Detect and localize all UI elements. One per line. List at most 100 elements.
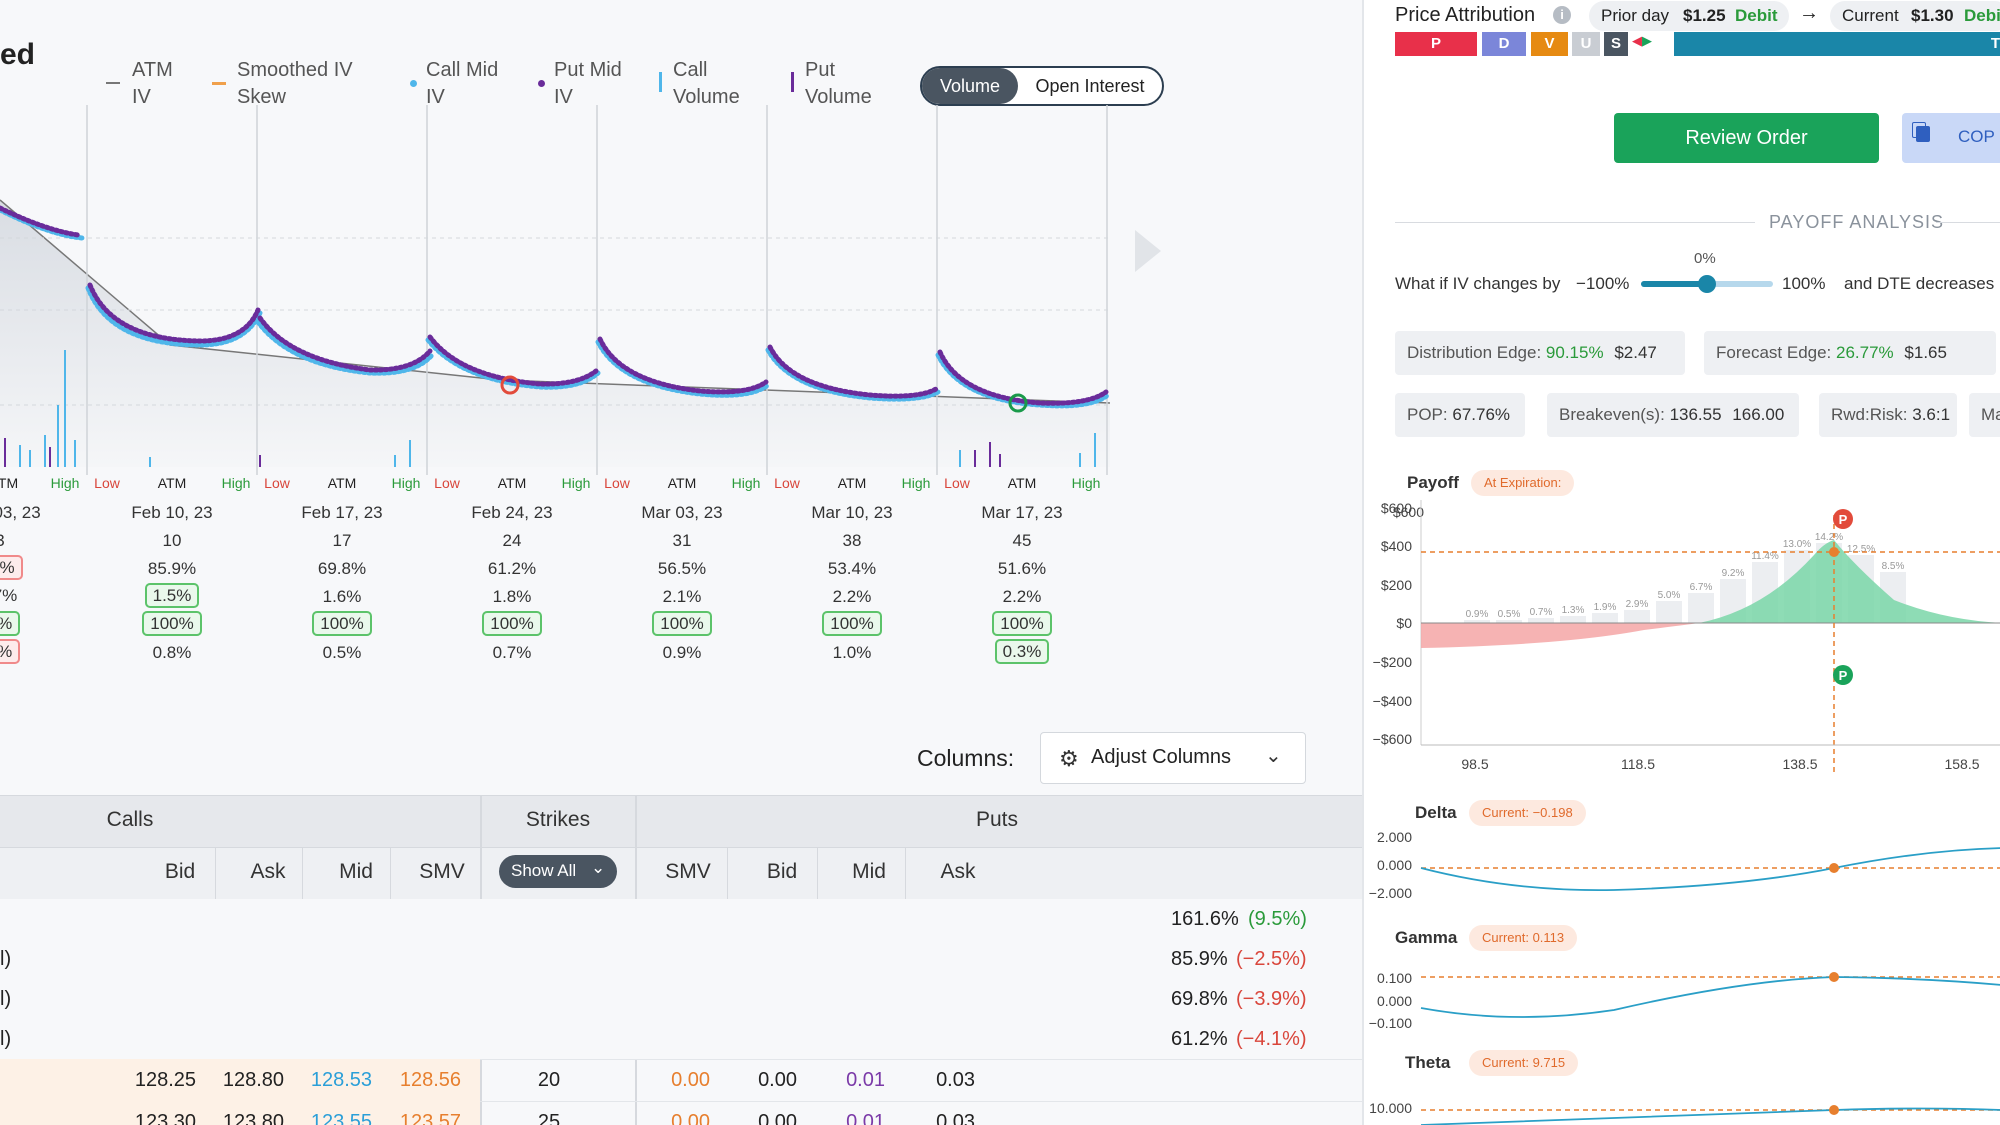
attribution-chip-d[interactable]: D (1482, 32, 1526, 56)
col-divider (390, 847, 391, 899)
copy-icon (1916, 126, 1930, 142)
attribution-total-label: T (1990, 35, 2000, 52)
options-chain-panel: ed ATM IV Smoothed IV Skew Call Mid IV P… (0, 38, 1362, 1125)
bar-label: 0.5% (1498, 609, 1521, 620)
table-row[interactable]: 123.30 123.80 123.55 123.57 25 0.00 0.00… (0, 1101, 1362, 1125)
attribution-chip-s[interactable]: S (1604, 32, 1628, 56)
col-header-call-bid[interactable]: Bid (164, 860, 196, 883)
legend-put-volume[interactable]: Put Volume (805, 59, 872, 108)
x-tick: ATM (327, 475, 357, 491)
expiry-prob: 100% (627, 611, 737, 636)
legend-smoothed-iv-skew[interactable]: Smoothed IV Skew (237, 59, 353, 108)
payoff-y-tick-label: −$400 (1373, 693, 1413, 709)
table-row[interactable]: 128.25 128.80 128.53 128.56 20 0.00 0.00… (0, 1059, 1362, 1102)
chart-next-arrow-icon[interactable] (1135, 230, 1161, 272)
pop-label: POP: (1407, 405, 1448, 424)
at-expiration-chip[interactable]: At Expiration: (1471, 470, 1575, 496)
iv-slider-max: 100% (1782, 274, 1826, 293)
put-ask[interactable]: 0.03 (936, 1111, 975, 1125)
payoff-max-marker[interactable]: P (1833, 509, 1853, 529)
expiry-date[interactable]: Feb 17, 23 (301, 503, 383, 522)
call-bid[interactable]: 128.25 (134, 1069, 196, 1091)
payoff-min-marker[interactable]: P (1833, 665, 1853, 685)
gamma-current-chip: Current: 0.113 (1469, 925, 1578, 951)
payoff-chart: $600 $400 $200 $0 −$200 −$400 −$600 0.9%… (1373, 500, 2000, 775)
attribution-chip-u[interactable]: U (1572, 32, 1600, 56)
pop-box: POP: 67.76% (1395, 393, 1525, 437)
legend-mark-smoothed-iv (212, 82, 226, 85)
table-col-header (0, 847, 1362, 901)
theta-dot (1829, 1105, 1839, 1115)
breakeven-box: Breakeven(s): 136.55 166.00 (1547, 393, 1799, 437)
expiry-prob: 100% (117, 611, 227, 636)
info-icon[interactable]: i (1553, 6, 1571, 24)
legend-call-volume[interactable]: Call Volume (673, 59, 740, 108)
attribution-chip-p[interactable]: P (1395, 32, 1477, 56)
put-smv[interactable]: 0.00 (671, 1069, 710, 1091)
calls-group-header: Calls (106, 808, 154, 831)
toggle-open-interest[interactable]: Open Interest (1035, 76, 1145, 96)
put-bid[interactable]: 0.00 (758, 1111, 797, 1125)
greek-y-labels: 2.000 0.000 −2.000 0.100 0.000 −0.100 10… (1369, 829, 1412, 1116)
put-bid[interactable]: 0.00 (758, 1069, 797, 1091)
copy-label: COP (1958, 127, 1995, 146)
expiry-date[interactable]: Mar 17, 23 (981, 503, 1063, 522)
delta-y-tick: 0.000 (1377, 857, 1412, 873)
call-mid[interactable]: 123.55 (310, 1111, 372, 1125)
put-ask[interactable]: 0.03 (936, 1069, 975, 1091)
show-all-button[interactable]: Show All ⌄ (499, 855, 617, 888)
legend-call-mid-iv[interactable]: Call Mid IV (426, 59, 499, 108)
col-header-put-ask[interactable]: Ask (940, 860, 976, 883)
atm-iv-area (0, 200, 1110, 467)
arrow-right-icon: → (1799, 2, 1819, 24)
expiry-x: 5% (0, 639, 55, 664)
attribution-chip-v[interactable]: V (1531, 32, 1568, 56)
call-mid[interactable]: 128.53 (310, 1069, 372, 1091)
col-header-put-mid[interactable]: Mid (852, 860, 886, 883)
show-all-label: Show All (511, 861, 577, 880)
call-bid[interactable]: 123.30 (134, 1111, 196, 1125)
profit-area (1699, 540, 2000, 623)
toggle-volume[interactable]: Volume (922, 68, 1018, 104)
expiry-date[interactable]: Feb 24, 23 (471, 503, 553, 522)
legend-put-mid-iv[interactable]: Put Mid IV (554, 59, 622, 108)
review-order-button[interactable]: Review Order (1614, 113, 1879, 163)
call-ask[interactable]: 123.80 (222, 1111, 284, 1125)
table-row[interactable]: l) 85.9% (−2.5%) (0, 939, 1362, 980)
table-row[interactable]: 161.6% (9.5%) (0, 899, 1362, 940)
copy-button[interactable]: COP (1902, 113, 2000, 163)
col-header-put-bid[interactable]: Bid (766, 860, 798, 883)
adjust-columns-dropdown[interactable]: ⚙ Adjust Columns ⌄ (1040, 732, 1306, 784)
put-mid[interactable]: 0.01 (846, 1111, 885, 1125)
put-smv[interactable]: 0.00 (671, 1111, 710, 1125)
payoff-x-labels: 98.5 118.5 138.5 158.5 (1461, 756, 1979, 772)
col-header-put-smv[interactable]: SMV (665, 860, 711, 883)
col-header-call-ask[interactable]: Ask (250, 860, 286, 883)
expiry-date[interactable]: Mar 10, 23 (811, 503, 893, 522)
col-header-call-smv[interactable]: SMV (419, 860, 465, 883)
theta-title: Theta (1405, 1053, 1451, 1072)
iv-slider-thumb[interactable] (1698, 275, 1716, 293)
iv-slider-value: 0% (1694, 250, 1716, 267)
expiry-date[interactable]: b 03, 23 (0, 503, 41, 522)
expiry-date[interactable]: Feb 10, 23 (131, 503, 213, 522)
expiry-date[interactable]: Mar 03, 23 (641, 503, 723, 522)
prior-day-type: Debit (1735, 6, 1778, 25)
delta-title: Delta (1415, 803, 1457, 822)
put-mid[interactable]: 0.01 (846, 1069, 885, 1091)
attribution-total-bar[interactable]: T (1674, 32, 2000, 56)
call-smv[interactable]: 128.56 (399, 1069, 461, 1091)
gamma-y-tick: 0.100 (1377, 970, 1412, 986)
call-smv[interactable]: 123.57 (399, 1111, 461, 1125)
expiry-dte: 38 (842, 531, 862, 550)
gamma-title: Gamma (1395, 928, 1458, 947)
col-divider (817, 847, 818, 899)
bar-label: 12.5% (1847, 544, 1875, 555)
iv-slider-track[interactable] (1641, 275, 1773, 293)
table-row[interactable]: l) 61.2% (−4.1%) (0, 1019, 1362, 1060)
legend-atm-iv[interactable]: ATM IV (132, 59, 173, 108)
col-header-call-mid[interactable]: Mid (339, 860, 373, 883)
table-row[interactable]: l) 69.8% (−3.9%) (0, 979, 1362, 1020)
strike: 20 (537, 1069, 561, 1091)
call-ask[interactable]: 128.80 (222, 1069, 284, 1091)
